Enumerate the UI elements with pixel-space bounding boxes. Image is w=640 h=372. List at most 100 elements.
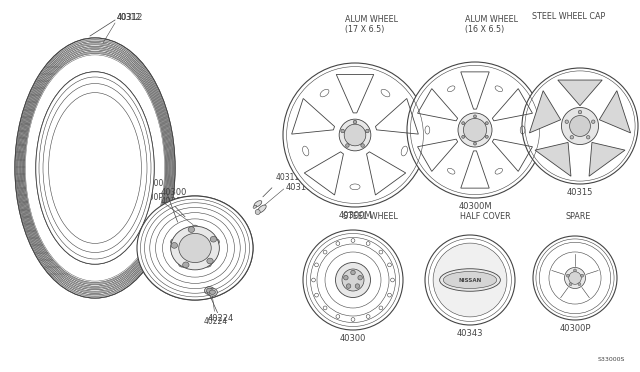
Circle shape <box>485 135 488 138</box>
Circle shape <box>255 209 260 215</box>
Text: 40300P: 40300P <box>559 324 591 333</box>
Circle shape <box>355 284 360 288</box>
Circle shape <box>303 230 403 330</box>
Ellipse shape <box>204 261 211 267</box>
Text: NISSAN: NISSAN <box>458 278 482 282</box>
Text: 40315: 40315 <box>567 188 593 197</box>
Circle shape <box>346 144 349 147</box>
Polygon shape <box>589 142 625 176</box>
Circle shape <box>358 275 362 280</box>
Polygon shape <box>535 142 571 176</box>
Text: 40300P: 40300P <box>135 193 164 202</box>
Circle shape <box>323 250 327 254</box>
Text: 40300: 40300 <box>160 188 187 197</box>
Circle shape <box>351 318 355 321</box>
Text: HALF COVER: HALF COVER <box>460 212 511 221</box>
Circle shape <box>339 119 371 151</box>
Circle shape <box>586 135 590 139</box>
Circle shape <box>565 120 568 124</box>
Circle shape <box>323 306 327 310</box>
Circle shape <box>315 263 319 267</box>
Circle shape <box>342 269 364 291</box>
Circle shape <box>569 283 572 286</box>
Circle shape <box>485 122 488 125</box>
Circle shape <box>569 272 581 284</box>
Circle shape <box>335 263 371 298</box>
Ellipse shape <box>179 234 211 263</box>
Circle shape <box>566 274 570 277</box>
Circle shape <box>578 283 581 286</box>
Ellipse shape <box>207 288 212 293</box>
Circle shape <box>533 236 617 320</box>
Circle shape <box>366 315 370 318</box>
Circle shape <box>379 306 383 310</box>
Text: 40311: 40311 <box>285 183 312 192</box>
Circle shape <box>580 274 584 277</box>
Ellipse shape <box>36 72 154 264</box>
Text: 40311: 40311 <box>276 173 300 182</box>
Polygon shape <box>599 91 630 133</box>
Ellipse shape <box>171 226 220 270</box>
Circle shape <box>315 293 319 297</box>
Text: 40312: 40312 <box>117 13 143 22</box>
Circle shape <box>591 120 595 124</box>
Circle shape <box>346 284 351 288</box>
Circle shape <box>344 275 348 280</box>
Text: 40300: 40300 <box>340 334 366 343</box>
Text: SPARE: SPARE <box>565 212 590 221</box>
Ellipse shape <box>179 234 211 263</box>
Circle shape <box>561 108 598 145</box>
Ellipse shape <box>182 262 189 268</box>
Circle shape <box>365 129 369 133</box>
Text: 40343: 40343 <box>457 329 483 338</box>
Ellipse shape <box>36 72 154 264</box>
Ellipse shape <box>444 272 497 288</box>
Circle shape <box>474 115 477 118</box>
Circle shape <box>366 241 370 246</box>
Circle shape <box>336 241 340 246</box>
Ellipse shape <box>188 227 195 232</box>
Ellipse shape <box>170 239 177 245</box>
Text: 40300M: 40300M <box>338 211 372 220</box>
Circle shape <box>344 124 366 146</box>
Ellipse shape <box>207 258 213 264</box>
Circle shape <box>390 278 394 282</box>
Ellipse shape <box>212 239 220 245</box>
Circle shape <box>351 270 355 275</box>
Circle shape <box>361 144 364 147</box>
Circle shape <box>283 63 427 207</box>
Text: STEEL WHEEL CAP: STEEL WHEEL CAP <box>532 12 605 21</box>
Text: S33000S: S33000S <box>598 357 625 362</box>
Text: 40224: 40224 <box>204 317 228 326</box>
Ellipse shape <box>15 38 175 298</box>
Circle shape <box>474 142 477 145</box>
Text: 40224: 40224 <box>207 314 234 323</box>
Circle shape <box>461 122 465 125</box>
Text: 40312: 40312 <box>117 13 141 22</box>
Circle shape <box>570 135 573 139</box>
Circle shape <box>579 110 582 114</box>
Circle shape <box>570 116 591 137</box>
Circle shape <box>341 129 344 133</box>
Ellipse shape <box>137 196 253 300</box>
Polygon shape <box>529 91 561 133</box>
Ellipse shape <box>207 288 218 296</box>
Polygon shape <box>558 80 602 106</box>
Circle shape <box>388 263 392 267</box>
Ellipse shape <box>171 226 220 270</box>
Circle shape <box>433 243 507 317</box>
Circle shape <box>379 250 383 254</box>
Circle shape <box>463 118 486 142</box>
Ellipse shape <box>211 236 216 242</box>
Circle shape <box>336 315 340 318</box>
Ellipse shape <box>15 38 175 298</box>
Text: ALUM WHEEL
(17 X 6.5): ALUM WHEEL (17 X 6.5) <box>345 15 398 34</box>
Text: STEEL WHEEL: STEEL WHEEL <box>343 212 398 221</box>
Circle shape <box>564 267 586 289</box>
Text: 40300: 40300 <box>140 179 164 188</box>
Circle shape <box>573 269 577 272</box>
Circle shape <box>388 293 392 297</box>
Ellipse shape <box>253 205 257 208</box>
Circle shape <box>425 235 515 325</box>
Circle shape <box>407 62 543 198</box>
